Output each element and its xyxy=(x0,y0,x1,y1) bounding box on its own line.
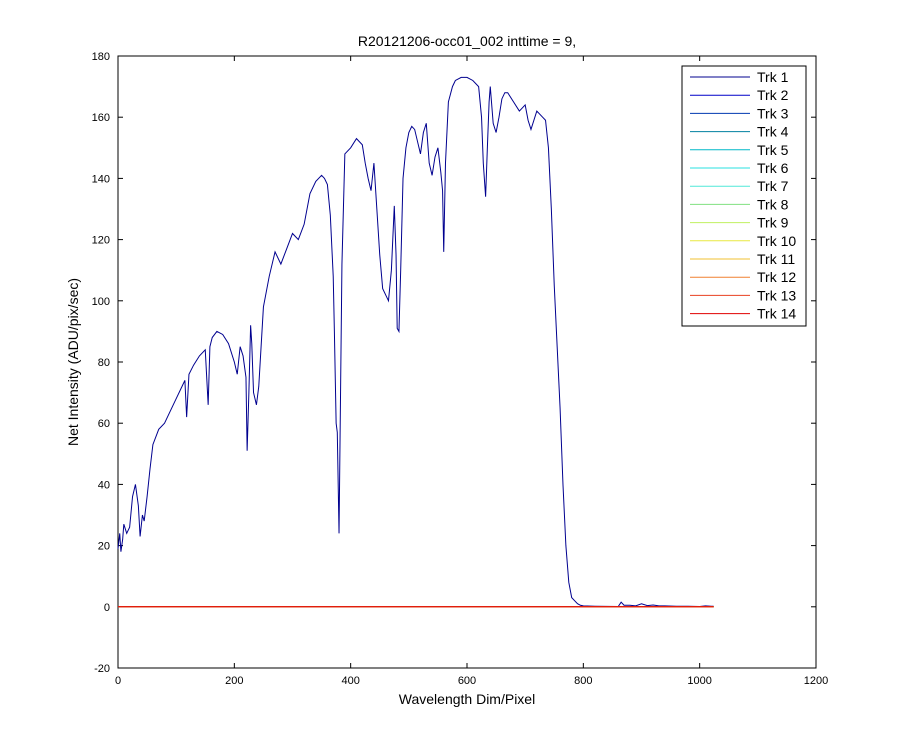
x-axis: 0 200 400 600 800 1000 1200 xyxy=(115,56,828,687)
x-tick-label: 600 xyxy=(458,675,476,687)
legend-entry: Trk 12 xyxy=(757,269,796,285)
y-tick-label: -20 xyxy=(94,663,110,675)
series-line-trk-1 xyxy=(117,76,714,607)
legend-entry: Trk 9 xyxy=(757,215,789,231)
legend-entry: Trk 10 xyxy=(757,233,796,249)
legend-entry: Trk 2 xyxy=(757,87,789,103)
y-tick-label: 140 xyxy=(92,173,110,185)
legend-entry: Trk 6 xyxy=(757,160,789,176)
y-axis: -20 0 20 40 60 80 100 120 140 160 180 xyxy=(92,51,816,675)
series-lines xyxy=(117,76,714,608)
legend-box xyxy=(681,65,807,327)
y-tick-label: 80 xyxy=(98,357,110,369)
y-axis-label: Net Intensity (ADU/pix/sec) xyxy=(65,278,81,446)
legend-entry: Trk 8 xyxy=(757,196,789,212)
legend-entry: Trk 14 xyxy=(757,306,796,322)
legend-entry: Trk 13 xyxy=(757,287,796,303)
y-tick-label: 160 xyxy=(92,112,110,124)
y-tick-label: 40 xyxy=(98,479,110,491)
y-tick-label: 100 xyxy=(92,296,110,308)
legend-entry: Trk 3 xyxy=(757,105,789,121)
x-tick-label: 400 xyxy=(341,675,359,687)
legend-entry: Trk 7 xyxy=(757,178,789,194)
legend-entry: Trk 5 xyxy=(757,142,789,158)
x-tick-label: 200 xyxy=(225,675,243,687)
legend-entry: Trk 11 xyxy=(757,251,795,267)
legend-entry: Trk 4 xyxy=(757,124,789,140)
x-tick-label: 1200 xyxy=(804,675,828,687)
y-tick-label: 120 xyxy=(92,235,110,247)
y-tick-label: 20 xyxy=(98,541,110,553)
legend: Trk 1 Trk 2 Trk 3 Trk 4 Trk 5 Trk 6 Trk 7 Trk 8… xyxy=(681,65,807,327)
y-tick-label: 180 xyxy=(92,51,110,63)
x-tick-label: 800 xyxy=(574,675,592,687)
y-tick-label: 0 xyxy=(104,602,110,614)
y-tick-label: 60 xyxy=(98,418,110,430)
legend-entry: Trk 1 xyxy=(757,69,789,85)
x-tick-label: 1000 xyxy=(687,675,711,687)
x-tick-label: 0 xyxy=(115,675,121,687)
x-axis-label: Wavelength Dim/Pixel xyxy=(399,691,535,707)
chart-title: R20121206-occ01_002 inttime = 9, xyxy=(358,33,576,49)
